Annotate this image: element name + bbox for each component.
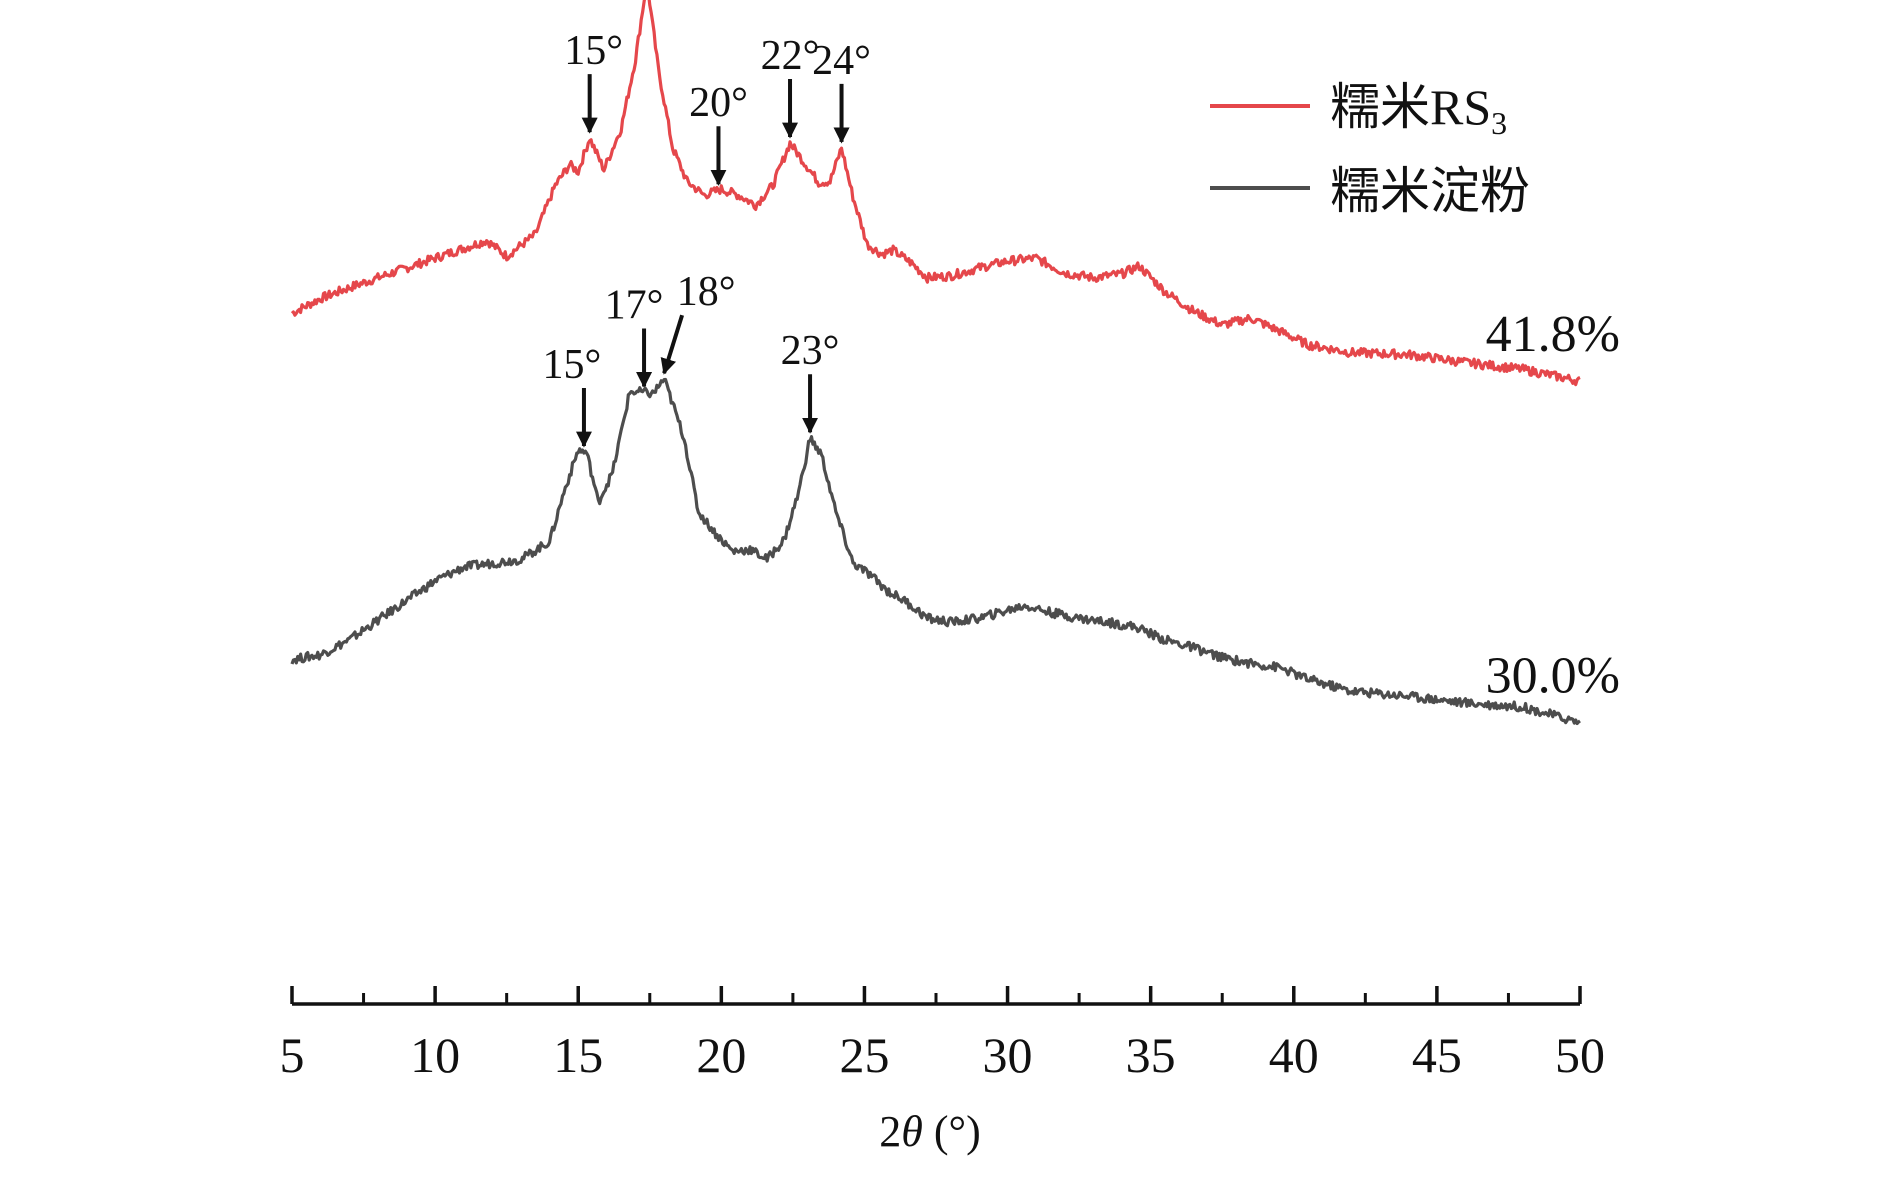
legend-label-starch-main: 糯米淀粉: [1330, 163, 1530, 219]
x-tick-label: 25: [839, 1027, 889, 1083]
peak-label-4: 24°: [812, 38, 871, 84]
peak-label-7: 18°: [677, 269, 736, 315]
x-axis-label-suffix: (°): [923, 1107, 981, 1156]
legend: 糯米RS3 糯米淀粉: [1210, 79, 1530, 219]
series-line-1: [290, 377, 1581, 726]
x-axis-label-symbol: θ: [901, 1107, 923, 1156]
x-tick-label: 35: [1126, 1027, 1176, 1083]
x-axis: 5 10 15 20 25 30 35 40 45 50: [280, 986, 1605, 1083]
peak-label-1: 15°: [564, 28, 623, 74]
peak-label-5: 15°: [543, 342, 602, 388]
x-tick-label: 45: [1412, 1027, 1462, 1083]
x-tick-label: 20: [696, 1027, 746, 1083]
crystallinity-label-1: 30.0%: [1486, 648, 1620, 705]
peak-label-8: 23°: [781, 328, 840, 374]
peak-label-3: 22°: [761, 33, 820, 79]
x-tick-label: 30: [983, 1027, 1033, 1083]
peak-label-2: 20°: [689, 80, 748, 126]
crystallinity-label-0: 41.8%: [1486, 306, 1620, 363]
series-line-0: [290, 0, 1581, 387]
legend-label-rs3: 糯米RS3: [1330, 79, 1507, 141]
x-tick-label: 40: [1269, 1027, 1319, 1083]
x-axis-label: 2θ (°): [879, 1107, 981, 1156]
annotation-layer: 17°15°20°22°24°15°17°18°23°: [543, 28, 871, 448]
peak-label-6: 17°: [605, 282, 664, 328]
x-axis-label-prefix: 2: [879, 1107, 901, 1156]
legend-label-rs3-sub: 3: [1491, 105, 1507, 141]
x-tick-label: 5: [280, 1027, 305, 1083]
x-tick-label: 15: [553, 1027, 603, 1083]
x-tick-label: 10: [410, 1027, 460, 1083]
x-tick-label: 50: [1555, 1027, 1605, 1083]
legend-label-starch: 糯米淀粉: [1330, 163, 1530, 219]
series-layer: 41.8% 30.0%: [290, 0, 1620, 726]
peak-arrow-7: [660, 314, 684, 375]
legend-label-rs3-main: 糯米RS: [1330, 79, 1491, 135]
